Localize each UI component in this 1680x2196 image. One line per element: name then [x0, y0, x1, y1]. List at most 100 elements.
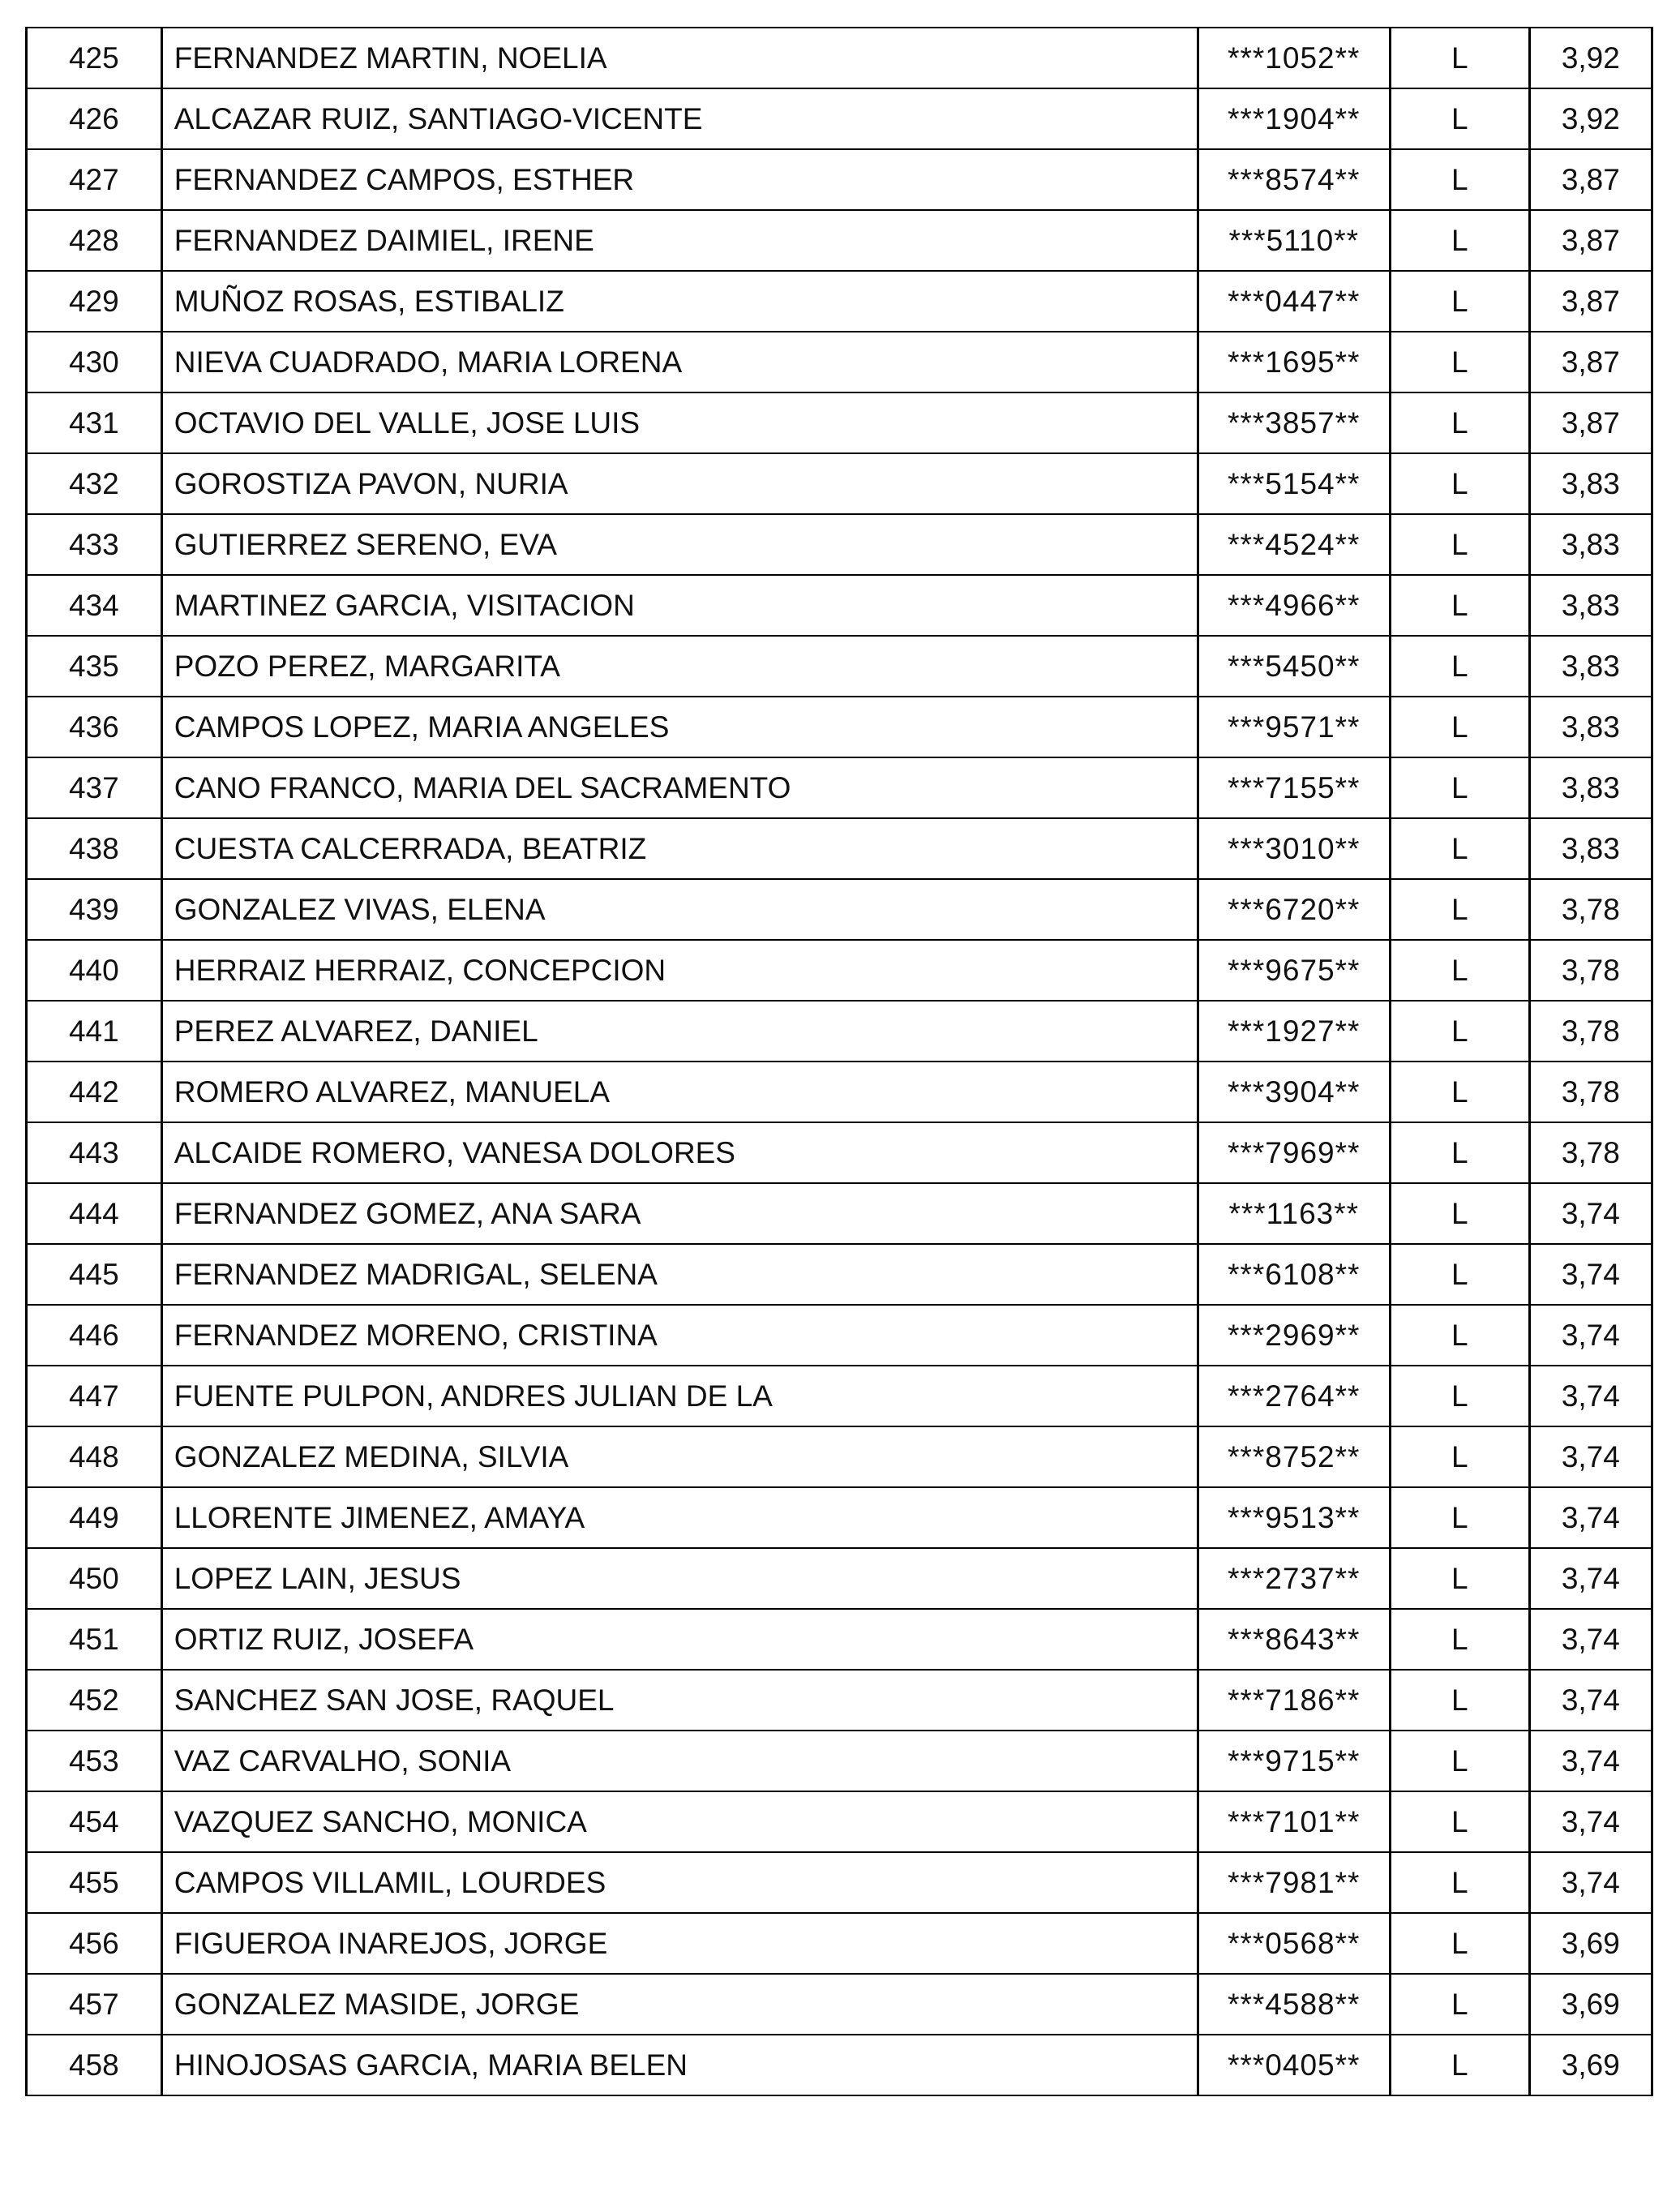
candidate-name-cell: SANCHEZ SAN JOSE, RAQUEL — [160, 1669, 1199, 1731]
table-row: 439 GONZALEZ VIVAS, ELENA ***6720** L 3,78 — [25, 878, 1654, 941]
masked-id-cell: ***1163** — [1196, 1182, 1391, 1245]
candidate-name-cell: GONZALEZ MEDINA, SILVIA — [160, 1426, 1199, 1488]
table-row: 456 FIGUEROA INAREJOS, JORGE ***0568** L 3,6… — [25, 1912, 1654, 1975]
candidate-name-cell: FUENTE PULPON, ANDRES JULIAN DE LA — [160, 1365, 1199, 1427]
table-row: 438 CUESTA CALCERRADA, BEATRIZ ***3010** L 3… — [25, 817, 1654, 880]
score-cell: 3,74 — [1528, 1791, 1654, 1853]
score-cell: 3,92 — [1528, 88, 1654, 150]
row-number-cell: 452 — [25, 1669, 163, 1731]
score-cell: 3,74 — [1528, 1243, 1654, 1306]
masked-id-cell: ***7186** — [1196, 1669, 1391, 1731]
candidate-name-cell: FIGUEROA INAREJOS, JORGE — [160, 1912, 1199, 1975]
score-cell: 3,74 — [1528, 1669, 1654, 1731]
table-row: 444 FERNANDEZ GOMEZ, ANA SARA ***1163** L 3,… — [25, 1182, 1654, 1245]
masked-id-cell: ***4966** — [1196, 574, 1391, 637]
type-code-cell: L — [1388, 452, 1531, 515]
score-cell: 3,83 — [1528, 817, 1654, 880]
type-code-cell: L — [1388, 270, 1531, 332]
table-row: 430 NIEVA CUADRADO, MARIA LORENA ***1695**… — [25, 331, 1654, 393]
masked-id-cell: ***7155** — [1196, 757, 1391, 819]
candidate-name-cell: OCTAVIO DEL VALLE, JOSE LUIS — [160, 392, 1199, 454]
table-row: 449 LLORENTE JIMENEZ, AMAYA ***9513** L 3,74 — [25, 1486, 1654, 1549]
table-row: 443 ALCAIDE ROMERO, VANESA DOLORES ***7969… — [25, 1122, 1654, 1184]
score-cell: 3,87 — [1528, 148, 1654, 211]
row-number-cell: 455 — [25, 1851, 163, 1914]
masked-id-cell: ***8752** — [1196, 1426, 1391, 1488]
candidate-name-cell: FERNANDEZ MARTIN, NOELIA — [160, 27, 1199, 89]
table-row: 426 ALCAZAR RUIZ, SANTIAGO-VICENTE ***1904… — [25, 88, 1654, 150]
candidate-name-cell: GONZALEZ VIVAS, ELENA — [160, 878, 1199, 941]
score-cell: 3,87 — [1528, 270, 1654, 332]
table-body: 425 FERNANDEZ MARTIN, NOELIA ***1052** L 3,9… — [25, 27, 1654, 2096]
masked-id-cell: ***5154** — [1196, 452, 1391, 515]
candidate-name-cell: VAZQUEZ SANCHO, MONICA — [160, 1791, 1199, 1853]
type-code-cell: L — [1388, 757, 1531, 819]
candidate-name-cell: FERNANDEZ MADRIGAL, SELENA — [160, 1243, 1199, 1306]
row-number-cell: 427 — [25, 148, 163, 211]
type-code-cell: L — [1388, 1973, 1531, 2035]
type-code-cell: L — [1388, 209, 1531, 272]
row-number-cell: 437 — [25, 757, 163, 819]
masked-id-cell: ***4524** — [1196, 513, 1391, 576]
score-cell: 3,83 — [1528, 635, 1654, 697]
candidate-name-cell: NIEVA CUADRADO, MARIA LORENA — [160, 331, 1199, 393]
table-row: 432 GOROSTIZA PAVON, NURIA ***5154** L 3,83 — [25, 452, 1654, 515]
table-row: 431 OCTAVIO DEL VALLE, JOSE LUIS ***3857**… — [25, 392, 1654, 454]
row-number-cell: 451 — [25, 1608, 163, 1671]
table-row: 445 FERNANDEZ MADRIGAL, SELENA ***6108** L 3… — [25, 1243, 1654, 1306]
type-code-cell: L — [1388, 88, 1531, 150]
table-row: 446 FERNANDEZ MORENO, CRISTINA ***2969** L 3… — [25, 1304, 1654, 1366]
candidate-name-cell: LOPEZ LAIN, JESUS — [160, 1547, 1199, 1610]
type-code-cell: L — [1388, 1608, 1531, 1671]
masked-id-cell: ***6720** — [1196, 878, 1391, 941]
row-number-cell: 457 — [25, 1973, 163, 2035]
table-row: 433 GUTIERREZ SERENO, EVA ***4524** L 3,83 — [25, 513, 1654, 576]
candidate-name-cell: FERNANDEZ DAIMIEL, IRENE — [160, 209, 1199, 272]
type-code-cell: L — [1388, 696, 1531, 758]
masked-id-cell: ***3857** — [1196, 392, 1391, 454]
score-cell: 3,78 — [1528, 878, 1654, 941]
type-code-cell: L — [1388, 27, 1531, 89]
score-cell: 3,69 — [1528, 1973, 1654, 2035]
table-row: 429 MUÑOZ ROSAS, ESTIBALIZ ***0447** L 3,87 — [25, 270, 1654, 332]
score-cell: 3,87 — [1528, 331, 1654, 393]
row-number-cell: 430 — [25, 331, 163, 393]
masked-id-cell: ***2737** — [1196, 1547, 1391, 1610]
score-cell: 3,83 — [1528, 757, 1654, 819]
masked-id-cell: ***4588** — [1196, 1973, 1391, 2035]
row-number-cell: 435 — [25, 635, 163, 697]
candidate-name-cell: CANO FRANCO, MARIA DEL SACRAMENTO — [160, 757, 1199, 819]
type-code-cell: L — [1388, 2034, 1531, 2096]
type-code-cell: L — [1388, 1000, 1531, 1062]
row-number-cell: 441 — [25, 1000, 163, 1062]
candidate-name-cell: VAZ CARVALHO, SONIA — [160, 1730, 1199, 1792]
table-row: 447 FUENTE PULPON, ANDRES JULIAN DE LA ***… — [25, 1365, 1654, 1427]
score-cell: 3,69 — [1528, 2034, 1654, 2096]
candidate-name-cell: POZO PEREZ, MARGARITA — [160, 635, 1199, 697]
type-code-cell: L — [1388, 1486, 1531, 1549]
table-row: 437 CANO FRANCO, MARIA DEL SACRAMENTO ***7… — [25, 757, 1654, 819]
masked-id-cell: ***9675** — [1196, 939, 1391, 1001]
score-cell: 3,78 — [1528, 939, 1654, 1001]
candidate-name-cell: LLORENTE JIMENEZ, AMAYA — [160, 1486, 1199, 1549]
masked-id-cell: ***3010** — [1196, 817, 1391, 880]
table-row: 434 MARTINEZ GARCIA, VISITACION ***4966** L… — [25, 574, 1654, 637]
masked-id-cell: ***0405** — [1196, 2034, 1391, 2096]
row-number-cell: 442 — [25, 1061, 163, 1123]
score-cell: 3,83 — [1528, 513, 1654, 576]
masked-id-cell: ***3904** — [1196, 1061, 1391, 1123]
type-code-cell: L — [1388, 331, 1531, 393]
row-number-cell: 428 — [25, 209, 163, 272]
table-row: 455 CAMPOS VILLAMIL, LOURDES ***7981** L 3,7… — [25, 1851, 1654, 1914]
masked-id-cell: ***8643** — [1196, 1608, 1391, 1671]
row-number-cell: 436 — [25, 696, 163, 758]
table-row: 451 ORTIZ RUIZ, JOSEFA ***8643** L 3,74 — [25, 1608, 1654, 1671]
masked-id-cell: ***9571** — [1196, 696, 1391, 758]
score-cell: 3,83 — [1528, 574, 1654, 637]
row-number-cell: 429 — [25, 270, 163, 332]
type-code-cell: L — [1388, 1547, 1531, 1610]
table-row: 452 SANCHEZ SAN JOSE, RAQUEL ***7186** L 3,7… — [25, 1669, 1654, 1731]
score-cell: 3,74 — [1528, 1304, 1654, 1366]
masked-id-cell: ***1904** — [1196, 88, 1391, 150]
score-cell: 3,92 — [1528, 27, 1654, 89]
